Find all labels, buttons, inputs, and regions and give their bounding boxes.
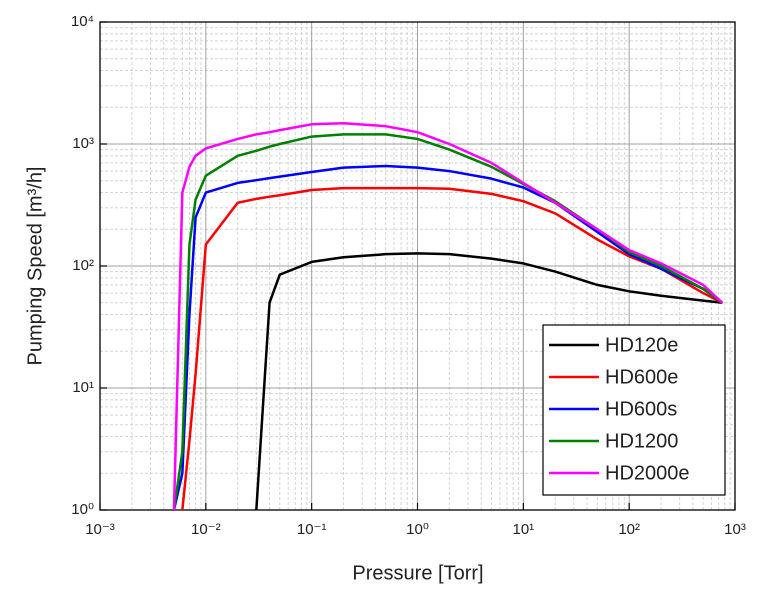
legend-label: HD1200 bbox=[605, 430, 678, 452]
y-tick-label: 10² bbox=[72, 257, 94, 274]
series-line bbox=[172, 164, 724, 511]
y-tick-label: 10⁰ bbox=[71, 501, 94, 518]
y-tick-label: 10³ bbox=[72, 135, 94, 152]
series-line bbox=[181, 186, 723, 511]
legend-label: HD2000e bbox=[605, 462, 690, 484]
x-tick-label: 10⁰ bbox=[406, 521, 429, 538]
y-tick-label: 10⁴ bbox=[71, 13, 94, 30]
legend-label: HD600s bbox=[605, 398, 677, 420]
x-tick-label: 10⁻³ bbox=[85, 521, 115, 538]
plot-frame bbox=[99, 21, 736, 511]
x-axis-label: Pressure [Torr] bbox=[352, 562, 483, 584]
x-tick-label: 10⁻² bbox=[191, 521, 221, 538]
series-line bbox=[255, 252, 723, 511]
x-tick-label: 10⁻¹ bbox=[297, 521, 327, 538]
legend-label: HD120e bbox=[605, 334, 678, 356]
x-tick-label: 10² bbox=[618, 521, 640, 538]
x-tick-label: 10³ bbox=[724, 521, 746, 538]
y-tick-label: 10¹ bbox=[72, 379, 94, 396]
legend: HD120e HD600e HD600s HD1200 HD2000e bbox=[542, 324, 726, 496]
legend-label: HD600e bbox=[605, 366, 678, 388]
series-line bbox=[172, 121, 724, 511]
y-axis-label: Pumping Speed [m³/h] bbox=[24, 167, 46, 366]
x-tick-label: 10¹ bbox=[512, 521, 534, 538]
